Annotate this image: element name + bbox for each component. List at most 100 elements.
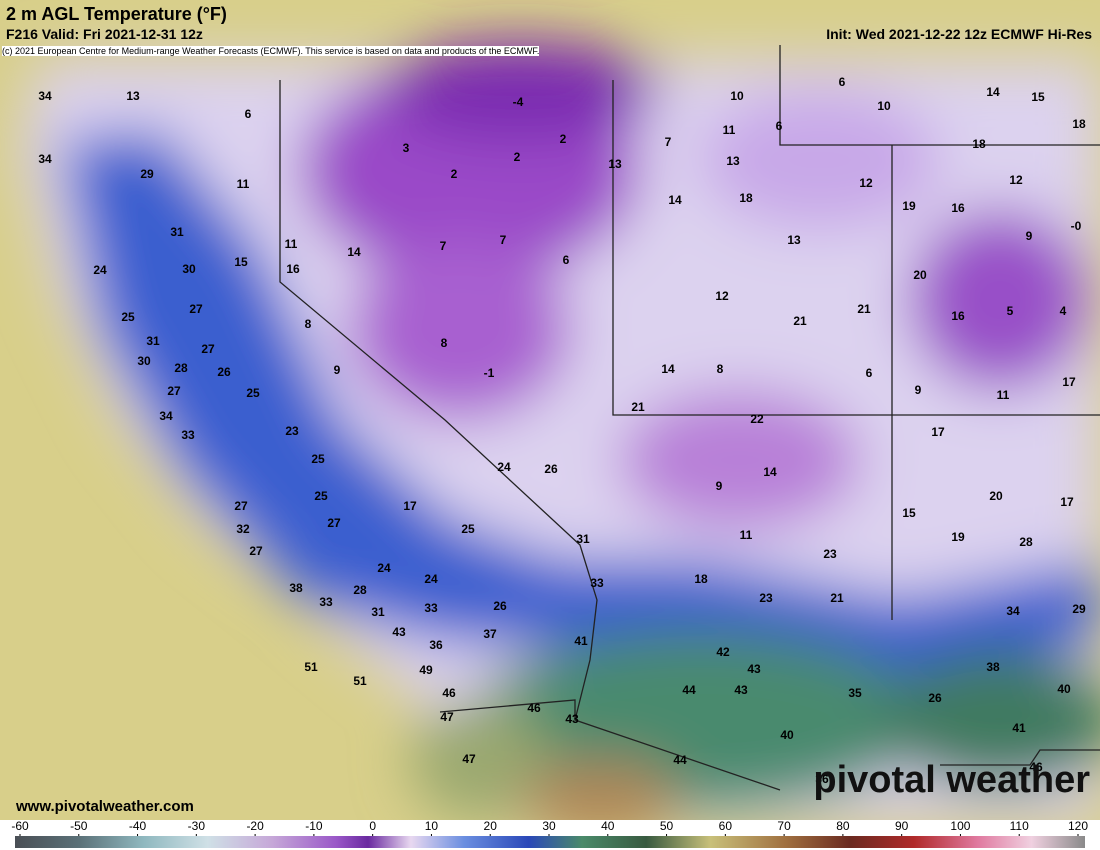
temperature-label: 14 bbox=[347, 245, 361, 259]
temperature-label: 3 bbox=[403, 141, 410, 155]
temperature-label: 26 bbox=[493, 599, 507, 613]
temperature-label: 17 bbox=[403, 499, 417, 513]
temperature-label: 19 bbox=[951, 530, 965, 544]
init-time: Init: Wed 2021-12-22 12z ECMWF Hi-Res bbox=[826, 26, 1092, 42]
colorbar-tick-label: -30 bbox=[188, 819, 206, 833]
temperature-label: 6 bbox=[776, 119, 783, 133]
temperature-label: 8 bbox=[441, 336, 448, 350]
temperature-label: 29 bbox=[1072, 602, 1086, 616]
temperature-label: 49 bbox=[419, 663, 433, 677]
temperature-label: 14 bbox=[668, 193, 682, 207]
temperature-label: 33 bbox=[181, 428, 195, 442]
temperature-label: 23 bbox=[759, 591, 773, 605]
colorbar-tick-label: -20 bbox=[246, 819, 264, 833]
temperature-label: 9 bbox=[334, 363, 341, 377]
temperature-label: 2 bbox=[514, 150, 521, 164]
temperature-label: 6 bbox=[839, 75, 846, 89]
temperature-label: 51 bbox=[353, 674, 367, 688]
temperature-label: 38 bbox=[289, 581, 303, 595]
temperature-label: 10 bbox=[877, 99, 891, 113]
temperature-label: 21 bbox=[830, 591, 844, 605]
temperature-label: 27 bbox=[234, 499, 248, 513]
temperature-label: 15 bbox=[1031, 90, 1045, 104]
colorbar-tick-label: 120 bbox=[1068, 819, 1088, 833]
colorbar-tick-label: 10 bbox=[425, 819, 439, 833]
temperature-label: 16 bbox=[951, 309, 965, 323]
temperature-label: 33 bbox=[319, 595, 333, 609]
temperature-label: 6 bbox=[245, 107, 252, 121]
temperature-label: 15 bbox=[234, 255, 248, 269]
temperature-label: 43 bbox=[565, 712, 579, 726]
temperature-label: 14 bbox=[986, 85, 1000, 99]
temperature-label: 23 bbox=[823, 547, 837, 561]
temperature-label: 51 bbox=[304, 660, 318, 674]
temperature-label: 11 bbox=[285, 237, 298, 251]
temperature-label: 7 bbox=[665, 135, 672, 149]
temperature-label: 47 bbox=[440, 710, 454, 724]
temperature-label: 34 bbox=[1006, 604, 1020, 618]
temperature-label: 33 bbox=[590, 576, 604, 590]
colorbar-tick-label: -40 bbox=[129, 819, 147, 833]
temperature-label: 34 bbox=[159, 409, 173, 423]
temperature-label: 34 bbox=[38, 152, 52, 166]
temperature-field bbox=[20, 40, 1100, 840]
temperature-label: 24 bbox=[93, 263, 107, 277]
temperature-label: 46 bbox=[442, 686, 456, 700]
temperature-label: 25 bbox=[311, 452, 325, 466]
temperature-label: 13 bbox=[787, 233, 801, 247]
temperature-label: 25 bbox=[246, 386, 260, 400]
colorbar-tick-label: 0 bbox=[369, 819, 376, 833]
valid-time: F216 Valid: Fri 2021-12-31 12z bbox=[6, 26, 203, 42]
temperature-label: 47 bbox=[462, 752, 476, 766]
temperature-label: 46 bbox=[1029, 760, 1043, 774]
temperature-label: 23 bbox=[285, 424, 299, 438]
temperature-label: 28 bbox=[353, 583, 367, 597]
temperature-label: 12 bbox=[859, 176, 873, 190]
temperature-label: 27 bbox=[167, 384, 181, 398]
temperature-label: 10 bbox=[730, 89, 744, 103]
temperature-label: 26 bbox=[544, 462, 558, 476]
temperature-label: 37 bbox=[483, 627, 497, 641]
temperature-label: 21 bbox=[857, 302, 871, 316]
temperature-label: 25 bbox=[121, 310, 135, 324]
temperature-label: 28 bbox=[1019, 535, 1033, 549]
temperature-label: 17 bbox=[1062, 375, 1076, 389]
temperature-label: 28 bbox=[174, 361, 188, 375]
temperature-label: 13 bbox=[726, 154, 740, 168]
temperature-label: 31 bbox=[146, 334, 160, 348]
temperature-label: 34 bbox=[38, 89, 52, 103]
colorbar bbox=[15, 836, 1085, 848]
temperature-label: -4 bbox=[513, 95, 524, 109]
temperature-label: 27 bbox=[327, 516, 341, 530]
temperature-label: 43 bbox=[734, 683, 748, 697]
temperature-label: 16 bbox=[951, 201, 965, 215]
temperature-label: 7 bbox=[440, 239, 447, 253]
temperature-label: 21 bbox=[793, 314, 807, 328]
temperature-label: 14 bbox=[661, 362, 675, 376]
temperature-label: 32 bbox=[236, 522, 250, 536]
colorbar-tick-label: 30 bbox=[542, 819, 556, 833]
temperature-label: 41 bbox=[1012, 721, 1026, 735]
temperature-label: 41 bbox=[574, 634, 588, 648]
temperature-label: 11 bbox=[997, 388, 1010, 402]
colorbar-tick-label: 100 bbox=[950, 819, 970, 833]
logo: pivotal weather bbox=[813, 759, 1090, 801]
temperature-label: 17 bbox=[1060, 495, 1074, 509]
temperature-label: 9 bbox=[1026, 229, 1033, 243]
temperature-label: 19 bbox=[902, 199, 916, 213]
temperature-label: 26 bbox=[928, 691, 942, 705]
temperature-label: 2 bbox=[451, 167, 458, 181]
temperature-label: 33 bbox=[424, 601, 438, 615]
temperature-label: 44 bbox=[682, 683, 696, 697]
temperature-label: 6 bbox=[866, 366, 873, 380]
temperature-label: 46 bbox=[527, 701, 541, 715]
temperature-label: 44 bbox=[673, 753, 687, 767]
credit: (c) 2021 European Centre for Medium-rang… bbox=[2, 46, 540, 56]
temperature-label: 24 bbox=[377, 561, 391, 575]
temperature-label: 13 bbox=[608, 157, 622, 171]
temperature-label: 20 bbox=[913, 268, 927, 282]
temperature-label: 27 bbox=[189, 302, 203, 316]
temperature-label: -1 bbox=[484, 366, 495, 380]
temperature-label: 11 bbox=[740, 528, 753, 542]
temperature-label: 8 bbox=[717, 362, 724, 376]
